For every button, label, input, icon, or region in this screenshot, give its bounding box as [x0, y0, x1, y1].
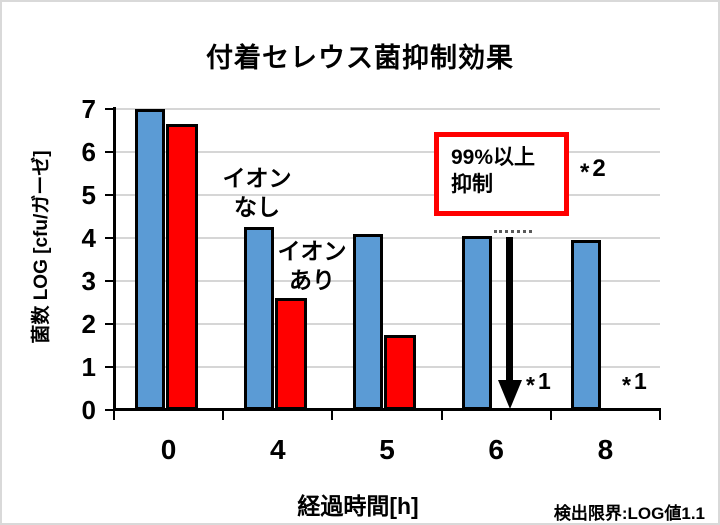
- y-tick-label: 7: [81, 94, 96, 124]
- down-arrow-shaft: [506, 237, 513, 380]
- y-axis-tick: [105, 108, 114, 110]
- y-tick-label: 0: [81, 395, 96, 425]
- x-axis-tick: [659, 411, 661, 420]
- down-arrow-head-icon: [498, 380, 522, 409]
- x-tick-label: 5: [379, 434, 395, 465]
- y-axis-title: 菌数 LOG [cfu/ガーゼ]: [31, 150, 52, 344]
- suppression-callout-line: 99%以上: [451, 146, 536, 169]
- bar-イオンあり-0h: [165, 124, 198, 410]
- series-label-ion-ari: イオン あり: [262, 237, 362, 295]
- x-axis-tick: [549, 411, 552, 420]
- x-axis-tick: [440, 411, 443, 420]
- y-axis-tick: [105, 280, 114, 282]
- y-tick-label: 2: [81, 309, 96, 339]
- dotted-reference-line: [494, 230, 532, 233]
- asterisk-glyph: *: [526, 371, 538, 398]
- x-axis-tick: [331, 411, 334, 420]
- y-axis-tick: [105, 237, 114, 239]
- footnote-marker-2: *2: [580, 155, 640, 187]
- y-axis-line: [113, 107, 116, 411]
- y-tick-label: 6: [81, 137, 96, 167]
- x-tick-label: 8: [597, 434, 614, 465]
- series-label-line: イオン: [277, 238, 347, 264]
- bar-イオンなし-6h: [462, 235, 493, 410]
- x-axis-tick: [113, 411, 115, 420]
- y-axis-tick: [105, 366, 114, 368]
- x-tick-label: 4: [270, 434, 286, 465]
- gridline: [116, 108, 660, 110]
- y-axis-tick: [105, 194, 114, 196]
- detection-limit-note: 検出限界:LOG値1.1: [553, 504, 705, 523]
- bar-イオンあり-5h: [384, 334, 416, 410]
- gridline: [116, 194, 660, 196]
- x-tick-label: 0: [160, 434, 177, 465]
- suppression-callout-line: 抑制: [451, 173, 493, 196]
- x-tick-label: 6: [488, 434, 504, 465]
- gridline: [116, 237, 660, 239]
- bar-イオンあり-4h: [274, 298, 307, 410]
- bar-イオンなし-0h: [134, 109, 165, 410]
- asterisk-glyph: *: [580, 159, 593, 187]
- x-axis-tick: [222, 411, 225, 420]
- series-label-line: イオン: [222, 165, 292, 191]
- footnote-number: 2: [592, 155, 609, 182]
- bar-イオンなし-4h: [243, 227, 274, 410]
- gridline: [116, 323, 660, 325]
- footnote-marker-1-8h: *1: [622, 368, 672, 398]
- asterisk-glyph: *: [622, 371, 634, 398]
- y-tick-label: 5: [81, 180, 96, 210]
- series-label-ion-nashi: イオン なし: [207, 164, 307, 222]
- suppression-callout-box: 99%以上 抑制: [434, 132, 569, 216]
- y-axis-tick: [105, 151, 114, 153]
- y-tick-label: 4: [81, 223, 96, 253]
- y-axis-tick: [105, 323, 114, 325]
- gridline: [116, 151, 660, 153]
- series-label-line: なし: [234, 194, 280, 220]
- x-axis-title: 経過時間[h]: [297, 493, 419, 519]
- bar-イオンなし-8h: [571, 240, 602, 410]
- footnote-number: 1: [633, 368, 650, 394]
- y-tick-label: 1: [81, 352, 96, 382]
- gridline: [116, 280, 660, 282]
- y-axis-tick: [105, 409, 114, 411]
- y-tick-label: 3: [81, 266, 96, 296]
- bar-イオンなし-5h: [353, 233, 383, 410]
- chart-title: 付着セレウス菌抑制効果: [206, 43, 514, 73]
- footnote-number: 1: [537, 368, 554, 394]
- footnote-marker-1-6h: *1: [526, 368, 576, 398]
- series-label-line: あり: [289, 267, 335, 293]
